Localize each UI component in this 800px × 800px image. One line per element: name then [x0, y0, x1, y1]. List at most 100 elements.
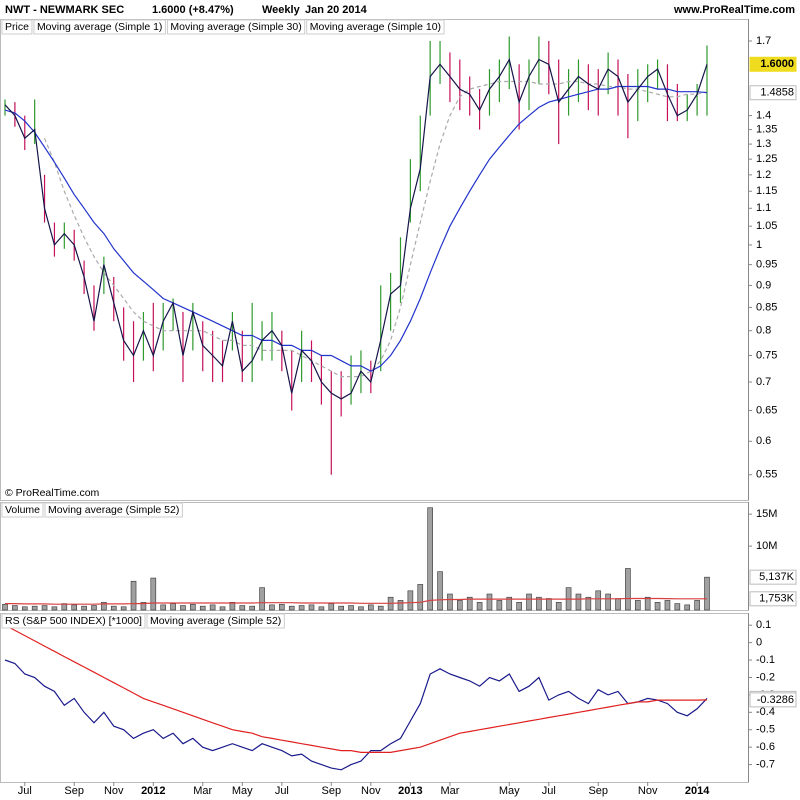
volume-bar: [41, 605, 48, 611]
volume-bar: [595, 590, 602, 611]
volume-bar: [377, 605, 384, 611]
last-value-box: [749, 56, 797, 72]
y-tick-label: 0: [756, 637, 762, 649]
volume-bar: [150, 577, 157, 611]
volume-bar: [298, 605, 305, 611]
last-value-label: 1.4858: [760, 87, 794, 99]
y-tick-label: 1.3: [756, 138, 771, 150]
y-tick-label: 1: [756, 239, 762, 251]
volume-bar: [348, 605, 354, 611]
volume-bar: [694, 600, 700, 611]
volume-bar: [229, 602, 236, 611]
x-tick-label: Sep: [64, 785, 84, 797]
volume-bar: [328, 603, 335, 611]
volume-bar: [288, 605, 295, 611]
volume-bar: [199, 605, 206, 611]
volume-bar: [12, 605, 18, 611]
y-tick-label: 15M: [756, 508, 777, 520]
x-tick-label: Nov: [638, 785, 658, 797]
x-tick-label: Sep: [588, 785, 608, 797]
legend-entry: Moving average (Simple 52): [48, 504, 179, 516]
volume-bar: [427, 507, 433, 611]
volume-bar: [536, 596, 542, 611]
volume-bar: [417, 584, 424, 611]
y-tick-label: 1.25: [756, 153, 777, 165]
volume-bar: [81, 605, 87, 611]
series-line: [4, 57, 708, 400]
volume-bar: [239, 605, 246, 611]
volume-bar: [644, 596, 651, 611]
volume-bar: [457, 600, 463, 611]
legend-box: [44, 502, 183, 518]
volume-bar: [160, 604, 166, 611]
volume-bar: [555, 602, 562, 611]
volume-bar: [585, 596, 592, 611]
volume-bar: [674, 603, 681, 611]
last-value-label: 1.6000: [760, 58, 794, 70]
y-tick-label: 1.1: [756, 202, 771, 214]
last-value-label: -0.3286: [757, 694, 794, 706]
legend-entry: Moving average (Simple 52): [150, 615, 281, 627]
volume-bar: [546, 598, 552, 611]
volume-bar: [447, 593, 453, 611]
volume-bar: [368, 604, 374, 611]
volume-bar: [190, 603, 196, 611]
y-tick-label: 0.85: [756, 301, 777, 313]
x-tick-label: May: [499, 785, 520, 797]
volume-bar: [209, 604, 216, 611]
volume-bar: [2, 603, 8, 611]
y-tick-label: 0.95: [756, 259, 777, 271]
volume-bar: [634, 600, 641, 611]
x-tick-label: 2012: [141, 785, 165, 797]
volume-bar: [269, 604, 275, 611]
y-tick-label: 0.1: [756, 619, 771, 631]
last-value-box: [749, 569, 797, 585]
volume-bar: [486, 593, 493, 611]
y-tick-label: -0.7: [756, 758, 775, 770]
volume-bar: [259, 587, 265, 611]
x-tick-label: Sep: [321, 785, 341, 797]
date: Jan 20 2014: [305, 4, 368, 16]
volume-bar: [704, 576, 710, 611]
volume-bar: [110, 605, 117, 611]
last-value-label: 1,753K: [759, 593, 795, 605]
volume-bar: [358, 606, 364, 611]
x-tick-label: Jul: [18, 785, 32, 797]
y-tick-label: -0.1: [756, 654, 775, 666]
last-value-box: [749, 591, 797, 607]
legend-box: [1, 19, 33, 35]
y-tick-label: 1.05: [756, 220, 777, 232]
series-line: [43, 80, 708, 378]
y-tick-label: -0.5: [756, 724, 775, 736]
volume-bar: [71, 604, 78, 611]
volume-bar: [684, 604, 691, 611]
quote: 1.6000 (+8.47%): [152, 4, 234, 16]
last-value-box: [749, 85, 797, 101]
volume-bar: [516, 602, 522, 611]
period: Weekly: [262, 4, 301, 16]
x-tick-label: 2014: [685, 785, 710, 797]
volume-bar: [654, 602, 661, 611]
volume-bar: [625, 568, 631, 611]
last-value-box: [749, 692, 797, 708]
volume-bar: [180, 605, 186, 611]
y-tick-label: 0.6: [756, 435, 771, 447]
volume-bar: [219, 606, 226, 611]
y-tick-label: -0.6: [756, 741, 775, 753]
y-tick-label: 10M: [756, 540, 777, 552]
volume-bar: [308, 604, 315, 611]
volume-bar: [101, 602, 107, 611]
x-tick-label: Jul: [275, 785, 289, 797]
x-tick-label: Mar: [193, 785, 212, 797]
legend-box: [166, 19, 306, 35]
site: www.ProRealTime.com: [673, 4, 795, 16]
volume-bar: [338, 605, 344, 611]
copyright: © ProRealTime.com: [5, 487, 100, 499]
volume-bar: [140, 602, 147, 611]
y-tick-label: 0.9: [756, 279, 771, 291]
volume-bar: [664, 600, 671, 611]
x-tick-label: Jul: [542, 785, 556, 797]
legend-box: [1, 613, 146, 629]
y-tick-label: 0.7: [756, 376, 771, 388]
